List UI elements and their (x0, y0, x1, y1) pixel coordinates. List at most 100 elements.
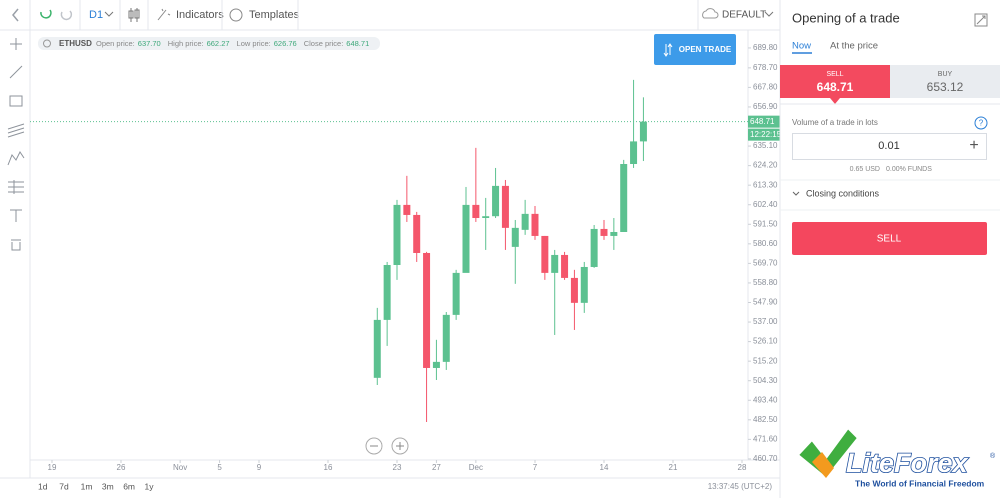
volume[interactable]: 0.01 (878, 140, 899, 152)
sell-button-label[interactable]: SELL (877, 234, 902, 245)
x-tick-label: 9 (257, 463, 262, 472)
legend-label: Low price: (237, 39, 271, 48)
tab[interactable]: At the price (830, 41, 878, 52)
y-tick-label: 504.30 (753, 376, 778, 385)
plus[interactable]: + (969, 137, 978, 154)
sell-label: SELL (826, 71, 843, 78)
time-tag-label: 12:22:15 (750, 130, 782, 139)
candle-body (610, 231, 618, 236)
sell-box[interactable] (780, 65, 890, 98)
open-trade-button[interactable] (654, 34, 736, 65)
volume-input[interactable] (792, 133, 987, 160)
pointer (830, 98, 840, 104)
timeframe[interactable]: D1 (89, 9, 103, 21)
candle-body (413, 214, 421, 253)
chevron[interactable] (764, 11, 774, 17)
y-tick-label: 537.00 (753, 317, 778, 326)
y-tick-label: 678.70 (753, 63, 778, 72)
legend-bg (38, 37, 380, 50)
buy-box[interactable] (890, 65, 1000, 98)
templates-icon[interactable] (229, 8, 243, 22)
candle-body (521, 213, 529, 230)
candle-body (383, 265, 391, 320)
panel-title: Opening of a trade (792, 10, 900, 25)
x-tick-label: 7 (533, 463, 538, 472)
chart-type-icon[interactable] (128, 8, 140, 22)
candle-body (561, 254, 569, 278)
indicators[interactable]: Indicators (176, 9, 224, 21)
text-tool[interactable] (10, 209, 22, 222)
open-trade-label[interactable]: OPEN TRADE (679, 45, 732, 54)
periods: 1d 7d 1m 3m 6m 1y (38, 481, 154, 491)
expand-icon[interactable] (974, 13, 988, 27)
logo: LiteForex ® The World of Financial Freed… (796, 426, 996, 488)
y-tick-label: 591.50 (753, 219, 778, 228)
fib-tool[interactable] (8, 180, 24, 194)
period[interactable]: 1d (38, 481, 48, 491)
period[interactable]: 6m (123, 481, 135, 491)
period[interactable]: 3m (102, 481, 114, 491)
y-tick-label: 515.20 (753, 356, 778, 365)
y-tick-label: 526.10 (753, 337, 778, 346)
candle-body (531, 213, 539, 236)
indicators-icon[interactable] (157, 8, 171, 21)
y-tick-label: 493.40 (753, 395, 778, 404)
pattern-tool[interactable] (7, 151, 25, 166)
x-tick-label: 26 (117, 463, 126, 472)
buy-label: BUY (938, 71, 953, 78)
candle-body (452, 272, 460, 315)
back-icon[interactable] (12, 8, 19, 22)
y-tick-label: 635.10 (753, 141, 778, 150)
legend: Open price: 637.70 High price: 662.27 Low pr… (96, 39, 369, 48)
sell-button[interactable] (792, 222, 987, 255)
x-tick-label: 14 (600, 463, 609, 472)
volume-label: Volume of a trade in lots (792, 118, 878, 127)
period[interactable]: 7d (59, 481, 69, 491)
y-tick-label: 656.90 (753, 102, 778, 111)
x-tick-label: Nov (173, 463, 187, 472)
candle-body (501, 185, 509, 228)
delete-tool[interactable] (11, 239, 21, 251)
legend-label: Open price: (96, 39, 135, 48)
logo-reg: ® (990, 452, 996, 460)
closing-conditions[interactable]: Closing conditions (806, 188, 880, 198)
plot: 689.80 678.70 667.80 656.90 635.10 624.20 613.… (30, 43, 782, 472)
candle-body (580, 266, 588, 303)
candle-body (492, 185, 500, 217)
x-tick-label: 23 (393, 463, 402, 472)
channel-tool[interactable] (7, 123, 25, 138)
help[interactable]: ? (979, 119, 984, 128)
zoom-in-icon (396, 442, 404, 450)
cloud-icon[interactable] (702, 8, 719, 19)
x-tick-label: 28 (738, 463, 747, 472)
tab[interactable]: Now (792, 41, 811, 52)
candle-body (462, 204, 470, 273)
candle-body (482, 216, 490, 219)
redo-icon[interactable] (60, 10, 73, 21)
period[interactable]: 1y (145, 481, 155, 491)
logo-mark (812, 452, 834, 478)
candle-body (442, 314, 450, 362)
x-tick-label: Dec (469, 463, 483, 472)
settings-icon[interactable] (43, 39, 51, 48)
candle-body (600, 228, 608, 236)
help-icon[interactable] (974, 116, 988, 130)
y-tick-label: 471.60 (753, 434, 778, 443)
period[interactable]: 1m (81, 481, 93, 491)
candle-body (373, 319, 381, 378)
price-tag-label: 648.71 (750, 117, 775, 126)
rect-tool[interactable] (9, 95, 23, 107)
candle-body (590, 228, 598, 267)
chevron[interactable] (792, 191, 800, 196)
logo-slogan: The World of Financial Freedom (855, 478, 985, 488)
layout[interactable]: DEFAULT (722, 10, 766, 21)
line-tool[interactable] (9, 65, 23, 79)
y-tick-label: 580.60 (753, 239, 778, 248)
cost: 0.65 USD (850, 166, 880, 173)
chevron[interactable] (104, 11, 114, 17)
crosshair-tool[interactable] (10, 38, 22, 50)
undo-icon[interactable] (40, 9, 52, 19)
templates[interactable]: Templates (249, 9, 300, 21)
